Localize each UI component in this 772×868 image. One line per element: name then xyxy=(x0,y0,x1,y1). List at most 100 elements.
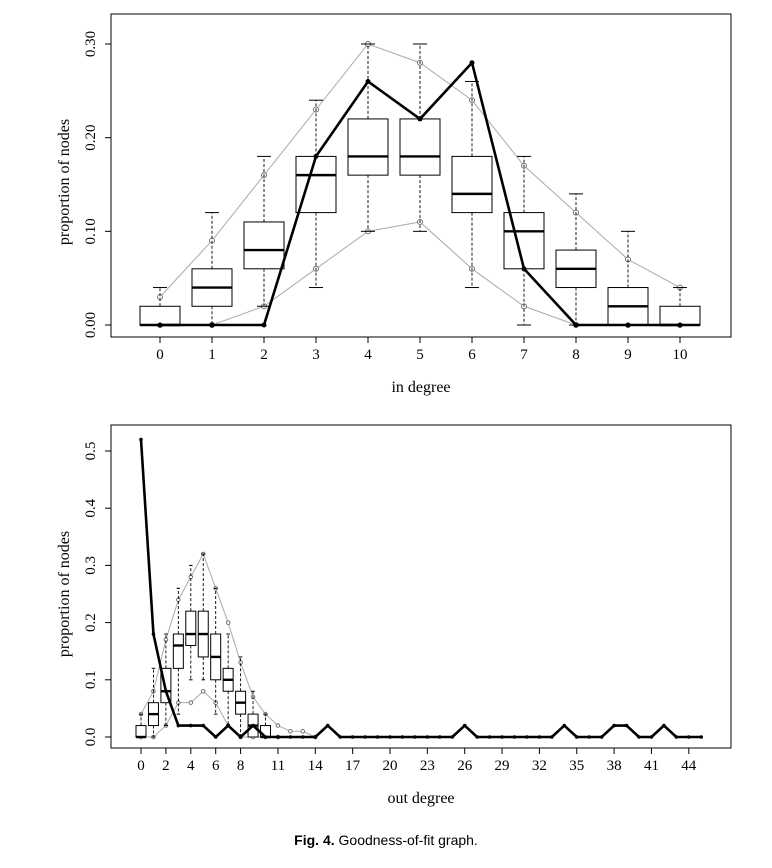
boxplot-box xyxy=(659,287,701,327)
observed-point xyxy=(624,723,629,728)
boxplot-box xyxy=(347,43,389,232)
x-tick-label: 26 xyxy=(457,758,473,774)
observed-point xyxy=(612,723,616,728)
boxplot-box xyxy=(185,564,197,681)
observed-point xyxy=(388,735,392,739)
x-tick-label: 4 xyxy=(187,758,195,774)
x-tick-label: 6 xyxy=(468,347,476,363)
observed-point xyxy=(487,735,492,739)
observed-point xyxy=(674,735,679,739)
observed-point xyxy=(425,735,430,739)
x-tick-label: 2 xyxy=(162,758,170,774)
lower-bound-point xyxy=(200,688,206,694)
observed-point xyxy=(151,632,156,636)
observed-point xyxy=(338,735,343,739)
boxplot-box xyxy=(147,667,159,738)
x-tick-label: 38 xyxy=(607,758,622,774)
observed-point xyxy=(438,735,442,739)
box-iqr xyxy=(172,633,184,669)
x-axis-title: out degree xyxy=(387,790,454,807)
lower-bound-point xyxy=(188,700,194,705)
x-tick-label: 8 xyxy=(572,347,580,363)
y-tick-label: 0.10 xyxy=(83,218,99,244)
observed-point xyxy=(625,322,631,328)
observed-point xyxy=(209,322,215,328)
box-iqr xyxy=(139,305,181,326)
observed-point xyxy=(587,735,591,739)
x-tick-label: 23 xyxy=(420,758,435,774)
upper-bound-point xyxy=(300,729,306,734)
y-tick-label: 0.00 xyxy=(83,312,99,338)
observed-point xyxy=(350,735,355,739)
figure-label: Fig. 4. xyxy=(294,832,335,848)
x-axis-title: in degree xyxy=(391,379,450,396)
x-tick-label: 1 xyxy=(208,347,216,363)
x-tick-label: 6 xyxy=(212,758,220,774)
x-tick-label: 44 xyxy=(681,758,697,774)
y-tick-label: 0.3 xyxy=(83,556,99,575)
boxplot-box xyxy=(139,287,181,327)
observed-point xyxy=(213,735,218,739)
observed-point xyxy=(375,735,380,739)
figure-caption: Fig. 4. Goodness-of-fit graph. xyxy=(0,832,772,848)
y-tick-label: 0.4 xyxy=(83,498,99,517)
box-iqr xyxy=(399,118,441,176)
observed-point xyxy=(574,735,579,739)
y-tick-label: 0.30 xyxy=(83,31,99,57)
x-tick-label: 29 xyxy=(495,758,510,774)
observed-point xyxy=(637,735,641,739)
observed-point xyxy=(263,735,268,739)
observed-point xyxy=(413,735,417,739)
boxplot-box xyxy=(503,155,545,326)
observed-point xyxy=(238,735,243,739)
observed-point xyxy=(500,735,504,739)
observed-point xyxy=(573,322,579,328)
observed-point xyxy=(687,735,691,739)
observed-point xyxy=(525,735,529,739)
x-tick-label: 41 xyxy=(644,758,659,774)
observed-point xyxy=(469,60,475,66)
upper-bound-point xyxy=(225,620,231,625)
observed-point xyxy=(450,735,455,739)
observed-point xyxy=(363,735,367,739)
x-tick-label: 11 xyxy=(271,758,285,774)
observed-point xyxy=(325,723,330,728)
x-tick-label: 10 xyxy=(673,347,688,363)
x-tick-label: 32 xyxy=(532,758,547,774)
boxplot-box xyxy=(197,553,209,681)
plot-frame xyxy=(110,424,732,749)
box-iqr xyxy=(451,155,493,214)
y-tick-label: 0.1 xyxy=(83,670,99,689)
observed-point xyxy=(251,723,255,728)
observed-point xyxy=(365,78,371,84)
y-tick-label: 0.2 xyxy=(83,613,99,632)
observed-point xyxy=(550,735,554,739)
lower-bound-line xyxy=(160,221,680,326)
boxplot-box xyxy=(295,99,337,289)
observed-point xyxy=(157,322,163,328)
observed-point xyxy=(201,723,206,728)
observed-line xyxy=(139,439,702,739)
boxplot-box xyxy=(210,587,222,715)
observed-point xyxy=(649,735,654,739)
x-tick-label: 0 xyxy=(156,347,164,363)
observed-point xyxy=(288,735,293,739)
boxplot-box xyxy=(243,155,285,307)
observed-point xyxy=(562,723,567,728)
boxplot-box xyxy=(607,230,649,326)
upper-bound-point xyxy=(288,729,293,734)
goodness-of-fit-figure: 0 1 2 3 4 5 6 7 8 9 100.000.100.200.30 in degree p… xyxy=(56,13,732,807)
boxplot-box xyxy=(235,656,247,738)
box-iqr xyxy=(135,725,147,738)
box-iqr xyxy=(243,221,285,270)
box-iqr xyxy=(659,305,701,326)
y-tick-label: 0.5 xyxy=(83,442,99,461)
observed-point xyxy=(537,735,542,739)
observed-point xyxy=(139,437,143,442)
observed-point xyxy=(599,735,604,739)
observed-point xyxy=(313,735,318,739)
x-tick-label: 17 xyxy=(345,758,361,774)
x-tick-label: 0 xyxy=(137,758,145,774)
x-tick-label: 3 xyxy=(312,347,320,363)
observed-point xyxy=(189,723,193,728)
